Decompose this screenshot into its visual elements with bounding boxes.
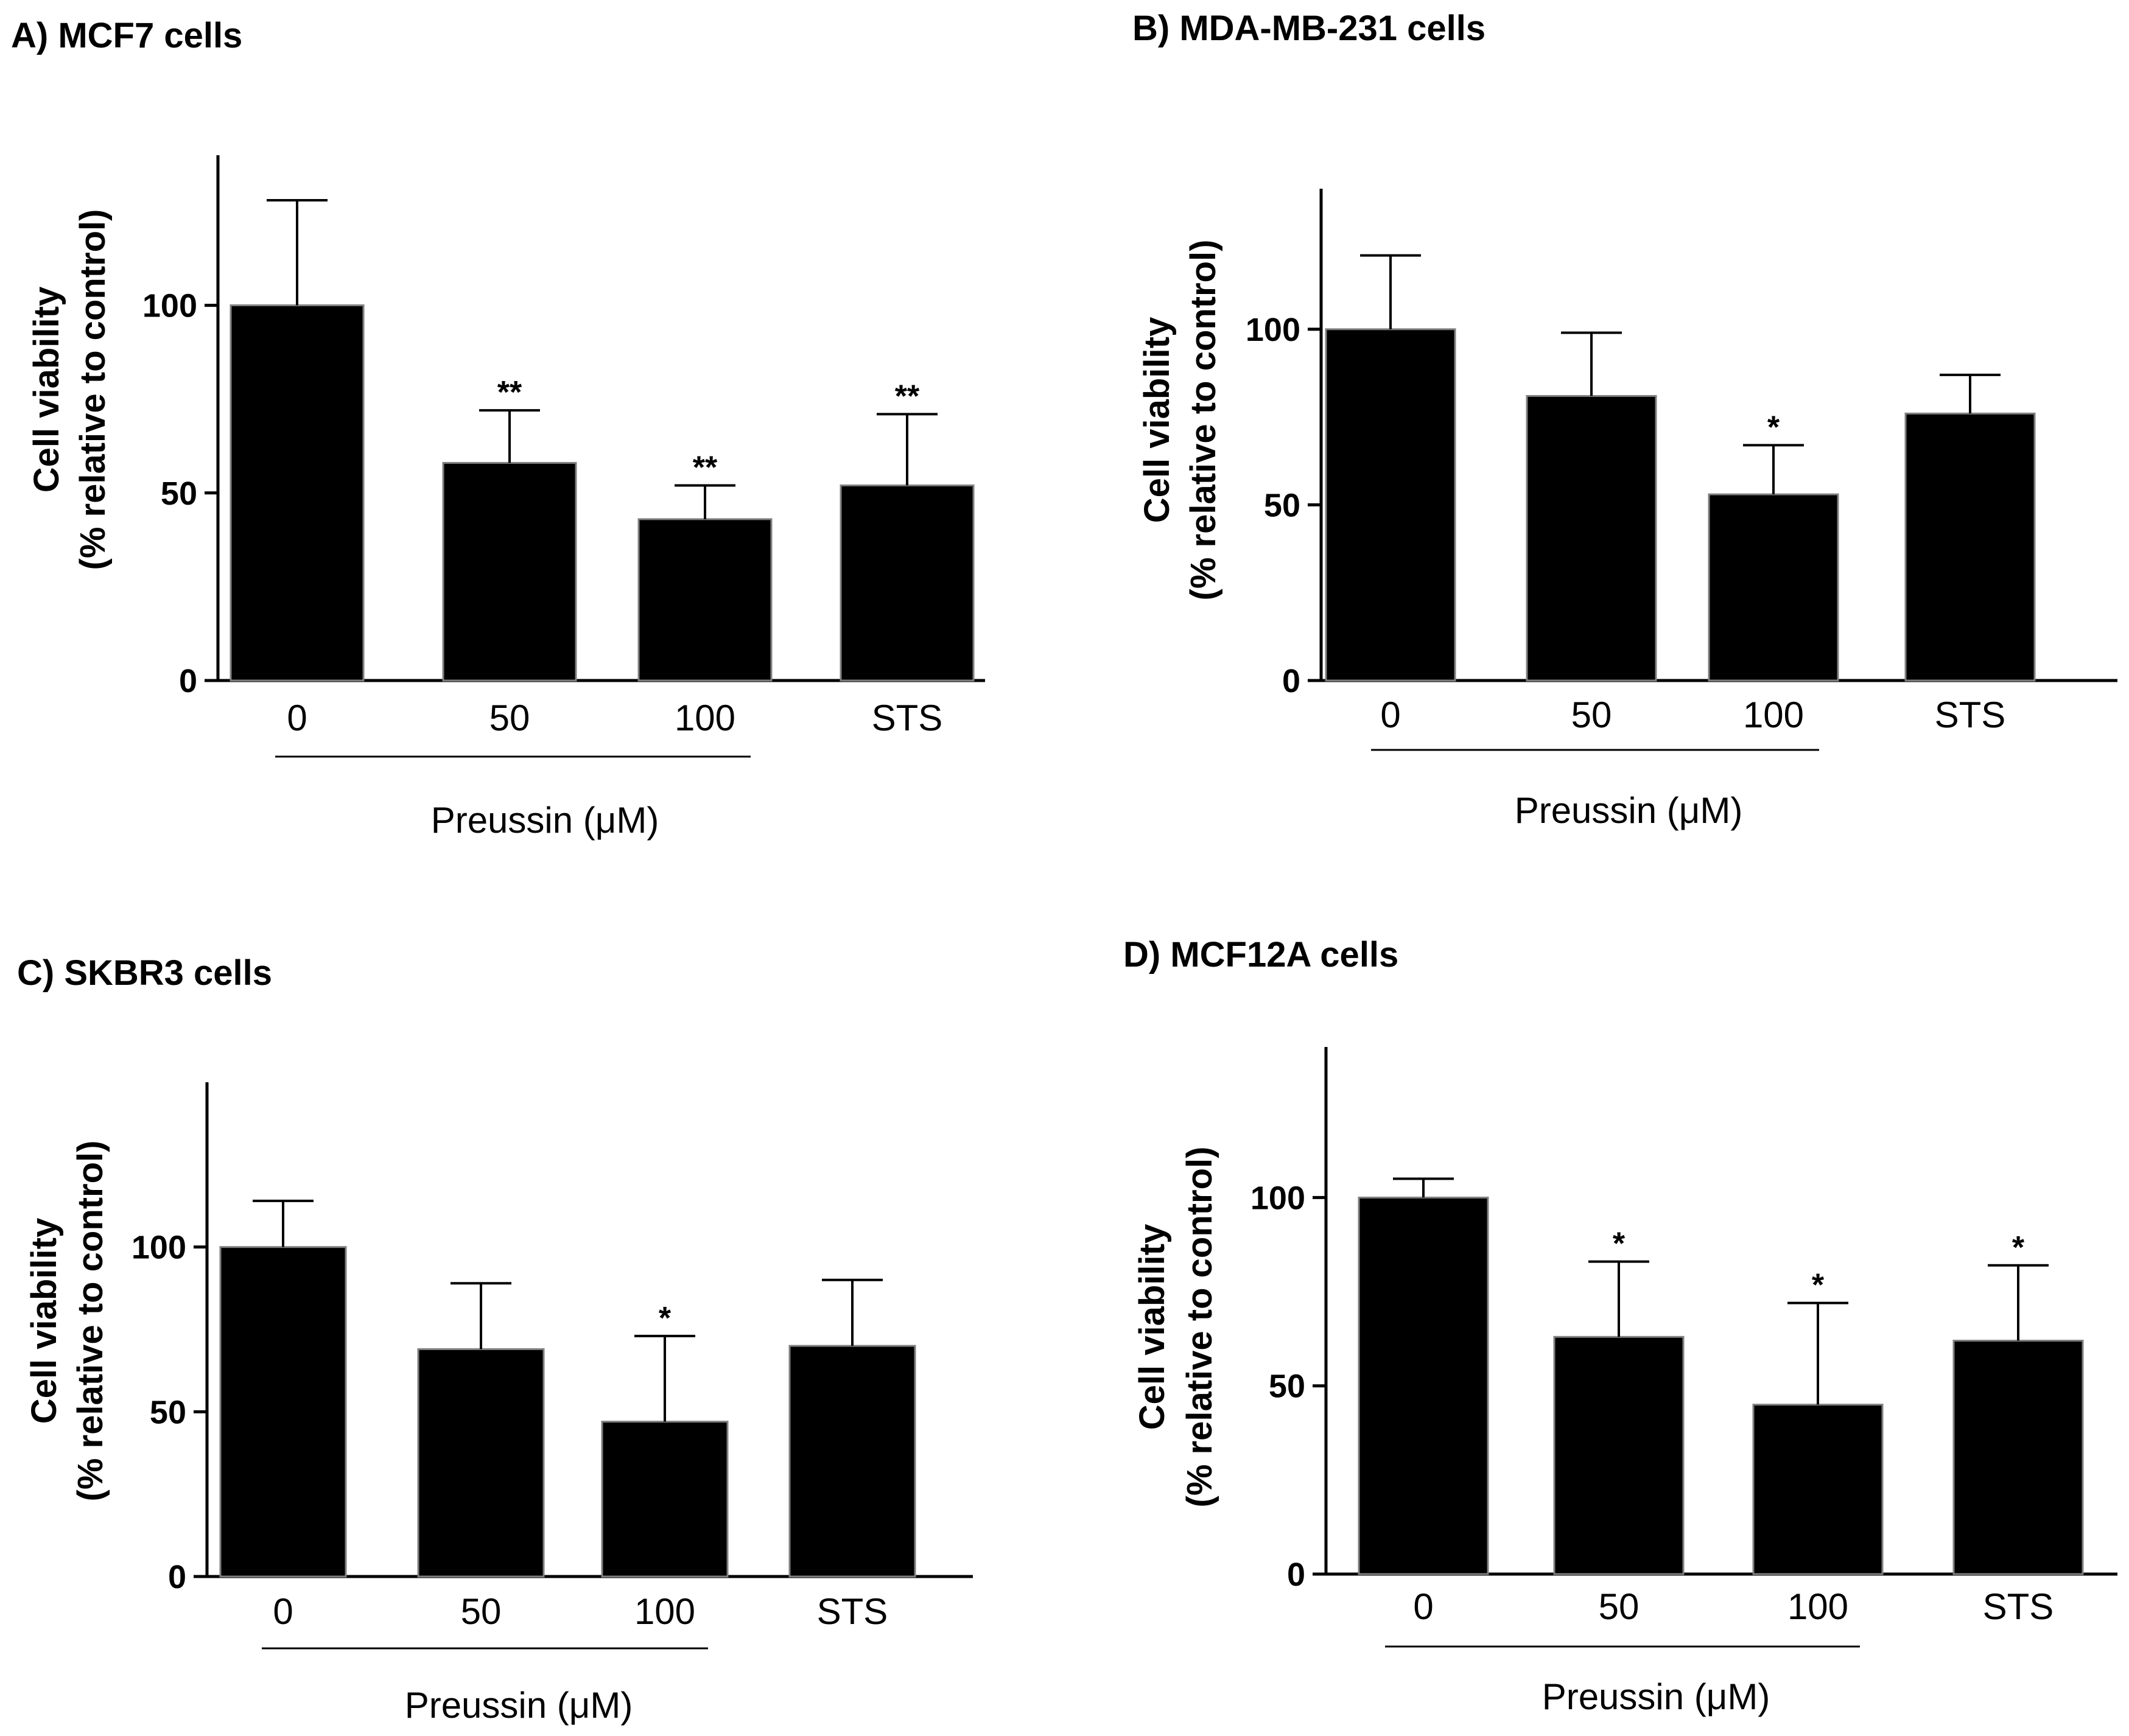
y-tick-label: 100 [1250,1180,1305,1216]
significance-marker: ** [497,375,522,410]
y-axis-label-line1: Cell viability [1137,317,1177,523]
panel-title: B) MDA-MB-231 cells [1132,9,1485,48]
y-tick-label: 0 [168,1559,186,1595]
bar [1358,1196,1489,1575]
significance-marker: * [659,1301,672,1336]
bar [230,304,365,682]
y-tick-label: 100 [132,1230,186,1266]
bar [1526,395,1657,682]
panel-title: C) SKBR3 cells [17,953,272,993]
y-axis-label-line1: Cell viability [24,1218,64,1424]
y-tick-label: 0 [1287,1556,1305,1593]
y-axis-label-line2: (% relative to control) [1184,240,1223,601]
y-axis-label-line2: (% relative to control) [1180,1147,1219,1508]
significance-marker: * [1812,1268,1825,1303]
bar [417,1348,545,1578]
y-tick-label: 100 [142,288,197,324]
y-axis-label-line1: Cell viability [1132,1224,1172,1430]
bar [1325,328,1456,682]
bar [840,484,975,682]
x-tick-label: 50 [1571,695,1612,735]
x-axis-label: Preussin (μM) [1515,790,1743,831]
panel-title: D) MCF12A cells [1123,935,1398,975]
bar [637,518,773,682]
panel-c: C) SKBR3 cells Cell viability (% relativ… [17,953,973,1726]
x-tick-label: 50 [461,1591,502,1632]
x-tick-label: 0 [273,1591,293,1632]
x-tick-label: STS [1983,1586,2054,1627]
x-tick-label: 100 [634,1591,695,1632]
y-tick-label: 50 [150,1394,186,1430]
y-tick-label: 0 [179,663,197,699]
y-axis-label-line2: (% relative to control) [71,1141,110,1502]
y-tick-label: 0 [1282,663,1300,699]
panel-d: D) MCF12A cells Cell viability (% relati… [1123,935,2117,1717]
x-tick-label: STS [872,698,943,738]
x-axis-label: Preussin (μM) [1542,1676,1770,1717]
bar [1553,1335,1685,1575]
bar [442,461,577,682]
bar [1708,493,1839,682]
panel-b: B) MDA-MB-231 cells Cell viability (% re… [1132,9,2117,831]
significance-marker: * [1767,410,1780,445]
x-tick-label: 0 [1380,695,1400,735]
y-tick-label: 50 [1269,1368,1305,1405]
x-tick-label: STS [1935,695,2006,735]
x-axis-label: Preussin (μM) [431,800,659,841]
y-tick-label: 100 [1246,312,1300,348]
x-tick-label: 100 [675,698,735,738]
significance-marker: * [2012,1230,2025,1265]
x-tick-label: 0 [287,698,307,738]
x-tick-label: STS [817,1591,888,1632]
x-tick-label: 0 [1413,1586,1433,1627]
bar [788,1345,916,1578]
x-tick-label: 50 [489,698,530,738]
x-axis-label: Preussin (μM) [405,1685,633,1726]
x-tick-label: 100 [1743,695,1804,735]
y-axis-label-line1: Cell viability [27,287,66,492]
significance-marker: * [1613,1227,1626,1262]
panel-a: A) MCF7 cells Cell viability (% relative… [11,16,985,841]
x-tick-label: 100 [1787,1586,1848,1627]
y-axis-label-line2: (% relative to control) [73,209,113,570]
significance-marker: ** [895,379,920,414]
y-tick-label: 50 [161,475,197,512]
bar [219,1246,347,1578]
bar [1752,1404,1884,1575]
bar [1904,412,2036,682]
bar [601,1421,729,1578]
x-tick-label: 50 [1599,1586,1640,1627]
bar [1952,1339,2084,1575]
y-tick-label: 50 [1264,487,1300,523]
significance-marker: ** [693,450,718,485]
panel-title: A) MCF7 cells [11,16,242,55]
